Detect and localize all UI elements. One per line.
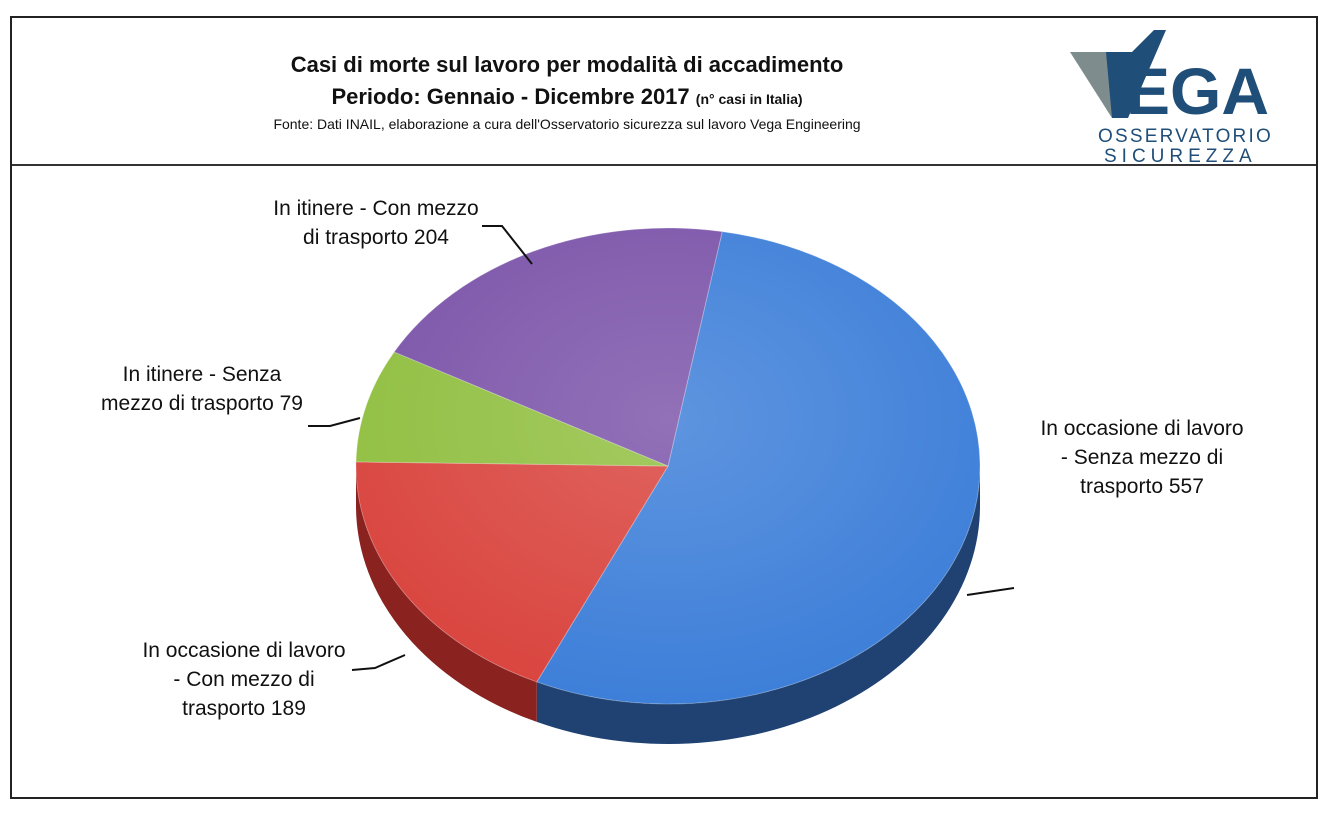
chart-header: Casi di morte sul lavoro per modalità di…: [12, 18, 1316, 166]
chart-period-unit: (n° casi in Italia): [695, 91, 803, 107]
data-label-line: In itinere - Senza: [122, 363, 282, 386]
data-label-occasione-con: In occasione di lavoro - Con mezzo di tr…: [104, 636, 384, 723]
chart-title: Casi di morte sul lavoro per modalità di…: [290, 52, 844, 77]
pie-tops: [355, 227, 981, 705]
pie-side-occasione-con: [356, 466, 537, 722]
data-label-line: di trasporto 204: [303, 226, 449, 249]
vega-logo: EGA OSSERVATORIO SICUREZZA: [1070, 30, 1270, 162]
pie-sides: [356, 466, 980, 744]
data-label-line: In itinere - Con mezzo: [273, 197, 479, 220]
logo-v-right-stroke: [1106, 30, 1166, 118]
logo-line2: SICUREZZA: [1104, 146, 1257, 162]
data-label-occasione-senza: In occasione di lavoro - Senza mezzo di …: [1002, 414, 1282, 501]
leader-line-itinere-senza: [308, 417, 361, 427]
data-label-line: - Senza mezzo di: [1060, 446, 1224, 469]
data-label-itinere-senza: In itinere - Senza mezzo di trasporto 79: [72, 360, 332, 418]
chart-period: Periodo: Gennaio - Dicembre 2017 (n° cas…: [12, 84, 1122, 110]
leader-line-occasione-con: [351, 654, 406, 671]
logo-brand: EGA: [1126, 54, 1269, 128]
chart-frame: Casi di morte sul lavoro per modalità di…: [10, 16, 1318, 799]
pie-side-occasione-senza: [536, 466, 980, 744]
data-label-line: - Con mezzo di: [173, 668, 315, 691]
chart-source: Fonte: Dati INAIL, elaborazione a cura d…: [273, 116, 861, 132]
pie-highlight: [356, 228, 980, 704]
chart-period-text: Periodo: Gennaio - Dicembre 2017: [331, 84, 690, 109]
data-label-line: trasporto 189: [182, 697, 306, 720]
leader-line-occasione-senza: [966, 587, 1015, 596]
data-label-line: In occasione di lavoro: [1040, 417, 1244, 440]
pie-chart: [308, 225, 1015, 744]
data-label-line: trasporto 557: [1080, 475, 1204, 498]
pie-leaders: [308, 225, 1015, 671]
logo-line1: OSSERVATORIO: [1098, 126, 1270, 147]
data-label-line: mezzo di trasporto 79: [101, 392, 303, 415]
leader-line-itinere-con: [482, 225, 533, 265]
data-label-itinere-con: In itinere - Con mezzo di trasporto 204: [246, 194, 506, 252]
data-label-line: In occasione di lavoro: [142, 639, 346, 662]
